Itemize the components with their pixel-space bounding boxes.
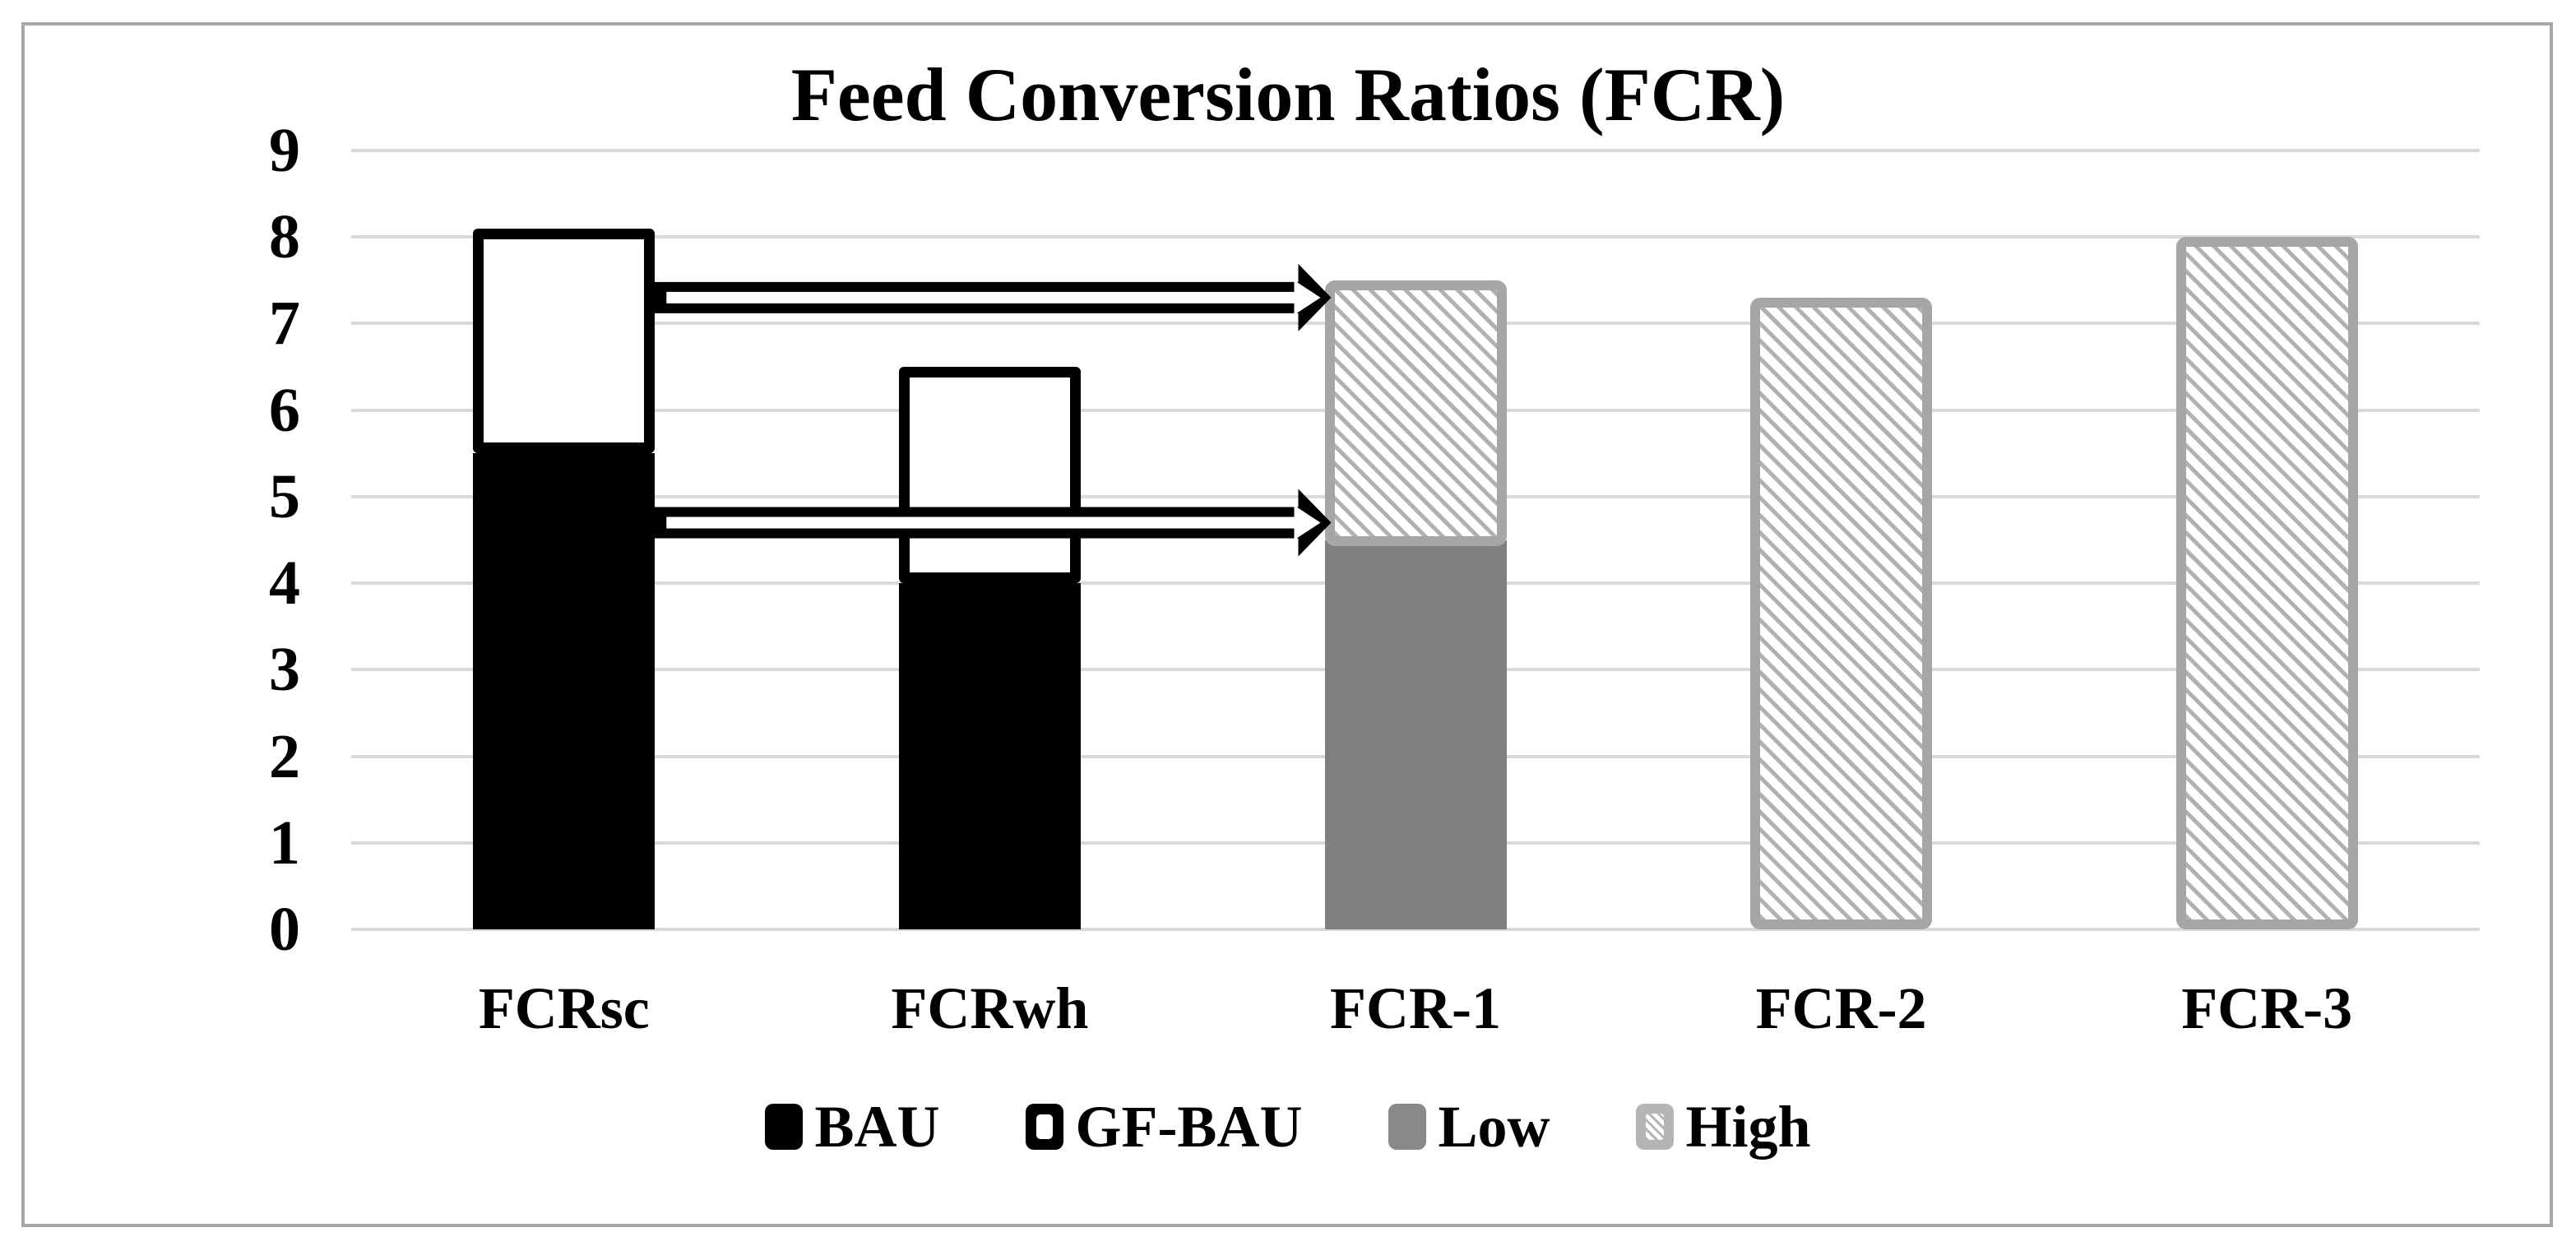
legend-item-low: Low [1388,1094,1550,1160]
gridline [351,235,2480,239]
x-axis-category-label: FCR-3 [2181,975,2353,1041]
high-swatch-icon [1636,1104,1675,1150]
FCR-3-High-bar-segment [2175,237,2358,929]
legend-label-bau: BAU [814,1094,940,1160]
chart-outer-border [21,22,2553,1227]
y-axis-tick-label: 8 [269,202,300,272]
low-swatch-icon [1388,1104,1427,1150]
y-axis-tick-label: 2 [269,721,300,791]
gridline [351,149,2480,152]
legend-item-bau: BAU [765,1094,939,1160]
legend-label-high: High [1685,1094,1811,1160]
y-axis-tick-label: 3 [269,635,300,705]
FCRwh-BAU-bar-segment [898,583,1081,929]
FCR-2-High-bar-segment [1750,297,1933,929]
legend-item-gf-bau: GF-BAU [1026,1094,1302,1160]
x-axis-category-label: FCR-2 [1755,975,1927,1041]
legend-label-low: Low [1438,1094,1550,1160]
x-axis-category-label: FCRsc [478,975,650,1041]
gf-bau-swatch-icon [1026,1104,1064,1150]
y-axis-tick-label: 7 [269,289,300,359]
legend-item-high: High [1636,1094,1811,1160]
y-axis-tick-label: 6 [269,375,300,445]
FCR-1-High-bar-segment [1324,280,1507,547]
FCRsc-BAU-bar-segment [473,453,656,929]
y-axis-tick-label: 1 [269,808,300,878]
chart-title: Feed Conversion Ratios (FCR) [790,53,1786,137]
y-axis-tick-label: 9 [269,116,300,185]
y-axis-tick-label: 4 [269,549,300,618]
FCRwh-GF-BAU-bar-segment [898,367,1081,584]
x-axis-category-label: FCR-1 [1330,975,1501,1041]
x-axis-category-label: FCRwh [891,975,1089,1041]
FCR-1-Low-bar-segment [1324,540,1507,929]
legend-label-gf-bau: GF-BAU [1075,1094,1303,1160]
legend: BAU GF-BAU Low High [0,1094,2576,1160]
y-axis-tick-label: 0 [269,895,300,964]
bau-swatch-icon [765,1104,804,1150]
gridline [351,928,2480,931]
FCRsc-GF-BAU-bar-segment [473,228,656,454]
y-axis-tick-label: 5 [269,461,300,531]
